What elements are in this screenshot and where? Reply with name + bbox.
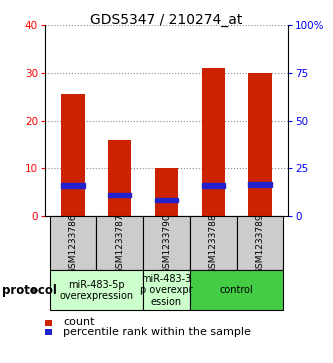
Text: miR-483-3
p overexpr
ession: miR-483-3 p overexpr ession	[140, 274, 193, 307]
Bar	[61, 94, 85, 216]
Bar	[143, 270, 190, 310]
Bar	[155, 168, 178, 216]
Bar	[201, 68, 225, 216]
Bar	[45, 320, 52, 326]
Text: count: count	[63, 317, 95, 327]
Bar	[248, 73, 272, 216]
Bar	[201, 183, 225, 188]
Text: protocol: protocol	[2, 284, 57, 297]
Bar	[108, 193, 132, 197]
Bar	[50, 270, 143, 310]
Text: GSM1233787: GSM1233787	[115, 213, 124, 274]
Bar	[108, 140, 132, 216]
Bar	[143, 216, 190, 270]
Text: control: control	[220, 285, 253, 295]
Bar	[237, 216, 283, 270]
Text: miR-483-5p
overexpression: miR-483-5p overexpression	[59, 280, 134, 301]
Bar	[61, 183, 85, 188]
Text: GDS5347 / 210274_at: GDS5347 / 210274_at	[90, 13, 243, 28]
Bar	[190, 216, 237, 270]
Text: GSM1233789: GSM1233789	[255, 213, 264, 274]
Bar	[50, 216, 96, 270]
Bar	[155, 197, 178, 202]
Bar	[96, 216, 143, 270]
Text: percentile rank within the sample: percentile rank within the sample	[63, 327, 251, 337]
Bar	[190, 270, 283, 310]
Bar	[248, 182, 272, 187]
Text: GSM1233786: GSM1233786	[69, 213, 78, 274]
Text: GSM1233788: GSM1233788	[209, 213, 218, 274]
Bar	[45, 329, 52, 335]
Text: GSM1233790: GSM1233790	[162, 213, 171, 274]
